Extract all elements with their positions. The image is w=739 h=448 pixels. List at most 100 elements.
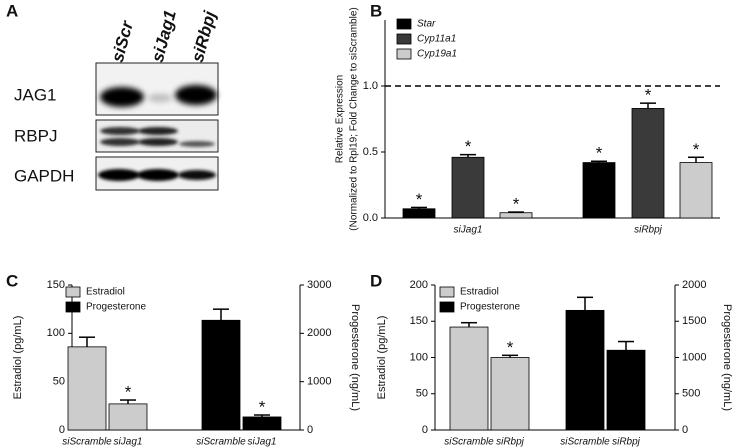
chart: B 0.0 0.5 1.0 Relative Expression (Normalized… [335, 1, 720, 236]
bar [451, 156, 485, 219]
x-tick-label: siJag1 [248, 437, 277, 448]
band [100, 87, 144, 107]
panel-label: D [370, 271, 382, 290]
y-tick-label: 0.5 [363, 146, 378, 158]
legend-label: Estradiol [86, 287, 125, 298]
y2-tick-label: 3000 [307, 279, 331, 291]
panel-label: A [6, 1, 18, 20]
x-tick-label: siRbpj [612, 437, 641, 448]
y2-tick-label: 500 [682, 388, 700, 400]
bar [582, 162, 616, 219]
legend-swatch [396, 33, 412, 45]
y-tick-label: 150 [47, 279, 65, 291]
y2-axis-label: Progesterone (ng/mL) [721, 304, 733, 411]
y-tick-label: 50 [53, 376, 65, 388]
band [179, 141, 215, 147]
legend-swatch [396, 48, 412, 60]
bar [679, 162, 713, 219]
band [138, 127, 178, 135]
legend-swatch [65, 286, 81, 298]
legend-label: Cyp11a1 [417, 34, 456, 45]
y-axis-label: (Normalized to Rpl19; Fold Change to siS… [349, 7, 360, 230]
blot-panel: A siScr siJag1 siRbpj JAG1 RBPJ GAPDH [6, 1, 220, 191]
significance-mark: * [507, 338, 514, 357]
bar [490, 357, 530, 431]
y2-tick-label: 2000 [307, 327, 331, 339]
y-axis-label: Estradiol (pg/mL) [376, 316, 388, 400]
bar [631, 108, 665, 219]
legend-swatch [439, 286, 455, 298]
lane-label: siScr [108, 18, 137, 64]
y-tick-label: 0 [59, 424, 65, 436]
row-label: GAPDH [14, 166, 74, 185]
legend-label: Cyp19a1 [417, 49, 457, 60]
y-tick-label: 1.0 [363, 80, 378, 92]
y2-tick-label: 1000 [682, 351, 706, 363]
legend-label: Progesterone [460, 302, 520, 313]
lane-label: siRbpj [188, 8, 220, 64]
bar [565, 309, 605, 431]
legend-label: Progesterone [86, 302, 146, 313]
blot-box [95, 119, 219, 153]
bar [201, 319, 241, 431]
y2-tick-label: 0 [682, 424, 688, 436]
y2-tick-label: 1000 [307, 376, 331, 388]
significance-mark: * [513, 195, 520, 214]
y2-axis-label: Progesterone (ng/mL) [349, 304, 361, 411]
band [100, 138, 140, 146]
band [175, 85, 217, 105]
x-tick-label: siScramble [62, 437, 112, 448]
legend-swatch [396, 18, 412, 30]
significance-mark: * [465, 137, 472, 156]
bar [606, 349, 646, 431]
y2-tick-label: 1500 [682, 315, 706, 327]
legend-label: Star [417, 19, 436, 30]
y-tick-label: 0.0 [363, 212, 378, 224]
y-tick-label: 100 [47, 327, 65, 339]
band [137, 169, 179, 181]
y-tick-label: 100 [410, 351, 428, 363]
lane-label: siJag1 [148, 8, 180, 64]
significance-mark: * [125, 383, 132, 402]
y-tick-label: 200 [410, 279, 428, 291]
significance-mark: * [645, 86, 652, 105]
row-label: RBPJ [14, 126, 57, 145]
panel-label: B [370, 1, 382, 20]
significance-mark: * [596, 144, 603, 163]
significance-mark: * [416, 190, 423, 209]
bar [242, 416, 282, 431]
bar [449, 326, 489, 431]
significance-mark: * [259, 398, 266, 417]
y-axis-label: Relative Expression [335, 75, 346, 163]
legend-label: Estradiol [460, 287, 499, 298]
bar [402, 208, 436, 219]
y-tick-label: 50 [416, 388, 428, 400]
x-tick-label: siScramble [560, 437, 610, 448]
legend-swatch [65, 301, 81, 313]
chart: C 0 50 100 150 0 1000 2000 3000 Estradiol (pg/mL)… [6, 271, 361, 447]
band [138, 138, 178, 146]
x-tick-label: siRbpj [634, 225, 663, 236]
y2-tick-label: 2000 [682, 279, 706, 291]
significance-mark: * [693, 140, 700, 159]
x-tick-label: siJag1 [454, 225, 483, 236]
row-label: JAG1 [14, 85, 57, 104]
y-axis-label: Estradiol (pg/mL) [12, 316, 24, 400]
x-tick-label: siRbpj [496, 437, 525, 448]
band [98, 169, 140, 181]
y-tick-label: 0 [422, 424, 428, 436]
y-tick-label: 150 [410, 315, 428, 327]
y2-tick-label: 0 [307, 424, 313, 436]
x-tick-label: siJag1 [114, 437, 143, 448]
band [178, 170, 216, 180]
panel-label: C [6, 271, 18, 290]
legend-swatch [439, 301, 455, 313]
band [148, 94, 172, 102]
x-tick-label: siScramble [196, 437, 246, 448]
bar [108, 403, 148, 431]
x-tick-label: siScramble [444, 437, 494, 448]
band [100, 127, 140, 135]
bar [67, 346, 107, 431]
